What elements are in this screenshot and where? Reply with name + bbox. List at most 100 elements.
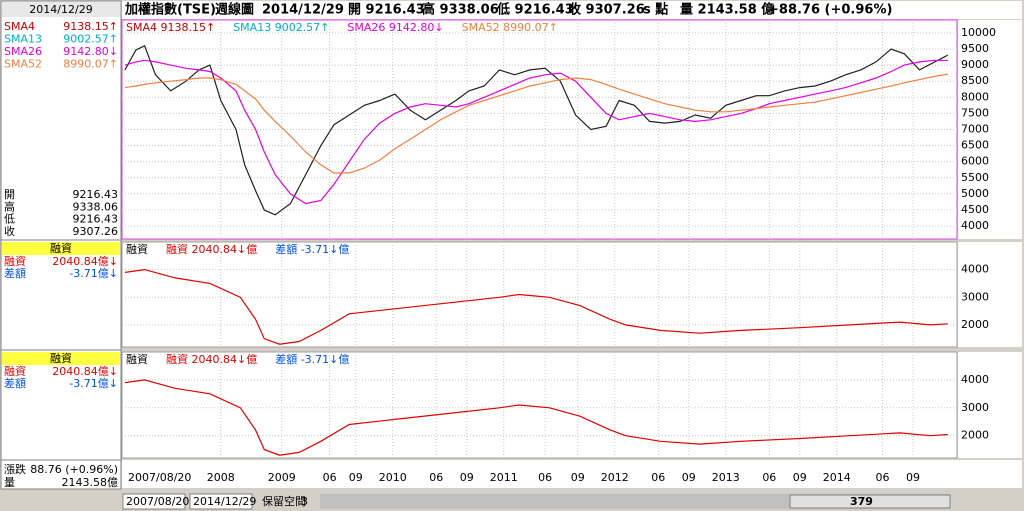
x-tick-label: 2007/08/20 <box>128 471 191 484</box>
x-tick-label: 2013 <box>712 471 740 484</box>
sma-value: 8990.07↑ <box>63 58 118 71</box>
series-line <box>124 44 949 216</box>
ohlc-label: 高 <box>4 199 15 213</box>
legend-entry: 差額 -3.71↓億 <box>275 242 349 256</box>
x-tick-label: 09 <box>906 471 920 484</box>
header-change: +88.76 (+0.96%) <box>768 3 892 18</box>
x-tick-label: 2011 <box>490 471 518 484</box>
x-tick-label: 2012 <box>601 471 629 484</box>
panel-row-value: -3.71億↓ <box>69 267 118 280</box>
panel-row-label: 融資 <box>4 255 26 268</box>
y-axis-area <box>958 352 1022 458</box>
header-close: 收 9307.26 <box>568 2 645 18</box>
ohlc-label: 收 <box>4 224 15 238</box>
y-tick-label: 8500 <box>961 74 989 87</box>
start-date: 2007/08/20 <box>126 495 189 508</box>
x-tick-label: 2010 <box>379 471 407 484</box>
legend-entry: 融資 <box>126 243 148 256</box>
x-tick-label: 2014 <box>823 471 851 484</box>
panel <box>121 241 958 348</box>
header-bar <box>122 1 1022 19</box>
x-tick-label: 09 <box>349 471 363 484</box>
x-tick-label: 06 <box>538 471 552 484</box>
y-tick-label: 3000 <box>961 401 989 414</box>
panel-row-label: 融資 <box>4 365 26 378</box>
y-tick-label: 6000 <box>961 155 989 168</box>
x-tick-label: 09 <box>682 471 696 484</box>
legend-entry: SMA4 9138.15↑ <box>126 21 215 34</box>
x-tick-label: 06 <box>323 471 337 484</box>
reserve-label: 保留空間 <box>262 494 306 508</box>
sidebar-date: 2014/12/29 <box>29 3 92 16</box>
sma-name: SMA26 <box>4 45 42 58</box>
y-tick-label: 5500 <box>961 171 989 184</box>
y-tick-label: 7000 <box>961 123 989 136</box>
footer-label: 漲跌 <box>4 462 26 476</box>
legend-entry: SMA26 9142.80↓ <box>347 21 443 34</box>
legend-entry: SMA13 9002.57↑ <box>233 21 329 34</box>
header-unit: s 點 <box>643 2 668 18</box>
footer-label: 量 <box>4 476 15 489</box>
y-tick-label: 5000 <box>961 187 989 200</box>
y-tick-label: 6500 <box>961 139 989 152</box>
y-tick-label: 10000 <box>961 26 996 39</box>
scroll-thumb[interactable] <box>789 494 951 509</box>
ohlc-value: 9216.43 <box>73 188 119 201</box>
sma-name: SMA13 <box>4 33 42 46</box>
x-tick-label: 2008 <box>207 471 235 484</box>
sma-value: 9138.15↑ <box>63 20 118 33</box>
panel-row-label: 差額 <box>4 376 26 390</box>
y-tick-label: 3000 <box>961 290 989 303</box>
x-tick-label: 09 <box>793 471 807 484</box>
legend-entry: 融資 2040.84↓億 <box>166 353 257 366</box>
panel-row-value: 2040.84億↓ <box>52 255 118 268</box>
x-tick-label: 06 <box>876 471 890 484</box>
y-tick-label: 4000 <box>961 373 989 386</box>
series-line <box>124 73 948 174</box>
y-tick-label: 2000 <box>961 318 989 331</box>
bar-count: 379 <box>850 495 873 508</box>
y-axis-area <box>958 242 1022 347</box>
x-tick-label: 06 <box>651 471 665 484</box>
ohlc-value: 9216.43 <box>73 213 119 226</box>
footer-value: 88.76 (+0.96%) <box>30 463 118 476</box>
sma-name: SMA52 <box>4 58 42 71</box>
y-tick-label: 2000 <box>961 429 989 442</box>
panel-title-box <box>2 352 120 365</box>
start-date-input[interactable] <box>122 493 186 510</box>
legend-entry: SMA52 8990.07↑ <box>462 21 558 34</box>
ohlc-label: 低 <box>4 213 15 226</box>
y-tick-label: 7500 <box>961 106 989 119</box>
header-high: 高 9338.06 <box>422 2 499 18</box>
x-tick-label: 06 <box>429 471 443 484</box>
legend-entry: 差額 -3.71↓億 <box>275 352 349 366</box>
end-date: 2014/12/29 <box>193 495 256 508</box>
panel-title: 融資 <box>50 242 72 255</box>
footer-value: 2143.58億 <box>62 476 119 489</box>
reserve-value: 3 <box>301 495 308 508</box>
sma-value: 9002.57↑ <box>63 33 118 46</box>
header-open: 開 9216.43 <box>348 3 425 18</box>
end-date-input[interactable] <box>189 493 253 510</box>
y-tick-label: 8000 <box>961 90 989 103</box>
header-title: 加權指數(TSE) <box>124 2 216 18</box>
sidebar-date-box <box>2 2 120 17</box>
y-tick-label: 4500 <box>961 203 989 216</box>
y-tick-label: 9000 <box>961 58 989 71</box>
sma-value: 9142.80↓ <box>63 45 118 58</box>
x-tick-label: 2009 <box>268 471 296 484</box>
series-line <box>124 59 948 205</box>
series-line <box>124 379 948 456</box>
y-tick-label: 4000 <box>961 263 989 276</box>
header-low: 低 9216.43 <box>496 2 574 18</box>
series-line <box>124 268 948 345</box>
legend-entry: 融資 2040.84↓億 <box>166 243 257 256</box>
panel-row-label: 差額 <box>4 266 26 280</box>
header-date: 2014/12/29 <box>262 3 344 18</box>
panel-row-value: -3.71億↓ <box>69 377 118 390</box>
x-tick-label: 06 <box>762 471 776 484</box>
x-tick-label: 09 <box>460 471 474 484</box>
y-tick-label: 4000 <box>961 219 989 232</box>
ohlc-label: 開 <box>4 188 15 201</box>
